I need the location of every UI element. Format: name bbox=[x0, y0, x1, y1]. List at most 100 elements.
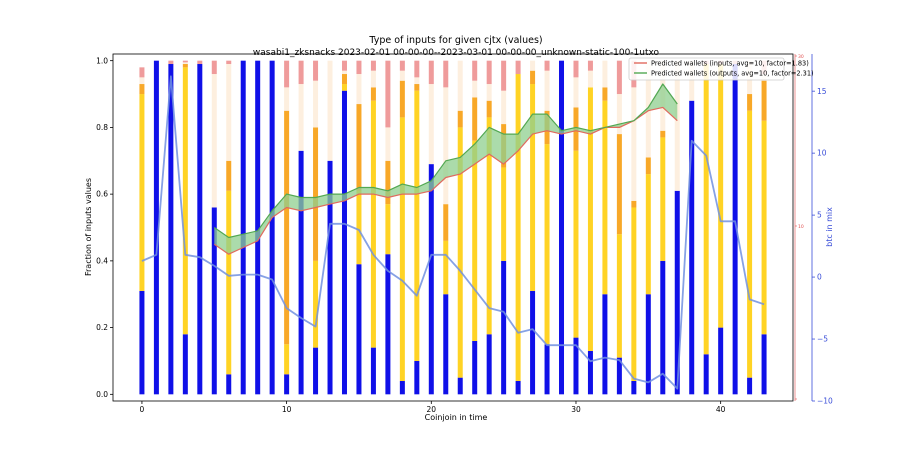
bar-segment bbox=[486, 117, 492, 335]
bar-segment bbox=[226, 64, 232, 161]
bar-segment bbox=[544, 70, 550, 111]
bar-outline bbox=[139, 61, 144, 291]
bar-full bbox=[240, 60, 246, 395]
y-tick-label: 1.0 bbox=[96, 56, 108, 65]
bar-segment bbox=[515, 380, 521, 395]
bar-segment bbox=[732, 64, 738, 395]
bar-segment bbox=[616, 234, 622, 358]
bar-segment bbox=[457, 60, 463, 111]
bar-segment bbox=[414, 60, 420, 78]
bar-segment bbox=[414, 360, 420, 395]
bar-segment bbox=[414, 90, 420, 361]
bar-segment bbox=[530, 84, 536, 291]
bar-segment bbox=[486, 84, 492, 101]
bar-segment bbox=[356, 104, 362, 191]
bar-segment bbox=[399, 117, 405, 381]
bar-segment bbox=[182, 60, 188, 63]
bar-segment bbox=[689, 60, 695, 101]
bar-segment bbox=[631, 380, 637, 395]
bar-segment bbox=[197, 64, 203, 395]
bar-segment bbox=[501, 60, 507, 91]
bar-full bbox=[269, 60, 275, 395]
bar-segment bbox=[587, 350, 593, 395]
y2-tick-label: 10 bbox=[817, 149, 827, 158]
bar-segment bbox=[645, 157, 651, 175]
bar-outline bbox=[617, 61, 622, 358]
bar-segment bbox=[631, 207, 637, 381]
bar-segment bbox=[515, 74, 521, 381]
bar-segment bbox=[370, 347, 376, 395]
bar-segment bbox=[544, 344, 550, 395]
bar-full bbox=[153, 60, 159, 395]
bar-segment bbox=[631, 87, 637, 201]
legend-box bbox=[628, 57, 785, 81]
bar-segment bbox=[501, 90, 507, 125]
bar-segment bbox=[399, 70, 405, 81]
bar-segment bbox=[298, 84, 304, 151]
bar-outline bbox=[168, 61, 173, 64]
bar-segment bbox=[313, 347, 319, 395]
bar-outline bbox=[646, 61, 651, 295]
bar-segment bbox=[616, 134, 622, 235]
bar-segment bbox=[703, 64, 709, 355]
bar-segment bbox=[660, 137, 666, 261]
bar-segment bbox=[385, 204, 391, 255]
bar-outline bbox=[385, 61, 390, 255]
bar-segment bbox=[602, 87, 608, 101]
prediction-band bbox=[214, 84, 678, 255]
bar-segment bbox=[443, 294, 449, 395]
bar-segment bbox=[515, 60, 521, 75]
bar-segment bbox=[385, 127, 391, 161]
bar-segment bbox=[385, 60, 391, 128]
outputs-line bbox=[213, 83, 678, 239]
y3-tick-label: 30 bbox=[798, 54, 804, 60]
bar-segment bbox=[327, 60, 333, 161]
bar-outline bbox=[718, 61, 723, 328]
bar-segment bbox=[428, 84, 434, 165]
bar-segment bbox=[573, 77, 579, 108]
bar-segment bbox=[761, 80, 767, 121]
bar-segment bbox=[457, 127, 463, 378]
bar-segment bbox=[530, 60, 536, 71]
bar-segment bbox=[226, 60, 232, 65]
legend-inputs-label: Predicted wallets (inputs, avg=10, facto… bbox=[651, 60, 809, 68]
bar-segment bbox=[211, 207, 217, 395]
bar-segment bbox=[414, 84, 420, 91]
bar-outline bbox=[429, 61, 434, 164]
btc-in-mix-line bbox=[141, 75, 765, 390]
bar-segment bbox=[718, 64, 724, 328]
bar-segment bbox=[385, 160, 391, 205]
bar-segment bbox=[428, 60, 434, 85]
y2-tick-label: −10 bbox=[817, 397, 833, 406]
bar-segment bbox=[284, 87, 290, 111]
y-tick-label: 0.6 bbox=[96, 190, 108, 199]
bar-segment bbox=[573, 337, 579, 395]
bar-outline bbox=[631, 61, 636, 381]
bar-segment bbox=[616, 60, 622, 95]
bar-segment bbox=[226, 190, 232, 375]
bar-segment bbox=[284, 60, 290, 88]
y2-axis-label: btc in mix bbox=[825, 207, 834, 247]
bar-segment bbox=[370, 60, 376, 71]
bar-segment bbox=[341, 70, 347, 75]
bar-segment bbox=[211, 60, 217, 75]
bar-segment bbox=[689, 100, 695, 395]
bar-outline bbox=[588, 61, 593, 351]
bar-segment bbox=[631, 200, 637, 208]
y2-tick-label: 15 bbox=[817, 87, 827, 96]
bar-outline bbox=[704, 61, 709, 355]
bar-segment bbox=[211, 74, 217, 208]
bar-outline bbox=[414, 61, 419, 361]
bar-full bbox=[559, 60, 565, 395]
bar-segment bbox=[313, 60, 319, 81]
bar-segment bbox=[703, 354, 709, 395]
bar-segment bbox=[284, 110, 290, 345]
bar-segment bbox=[602, 60, 608, 88]
bar-outline bbox=[400, 61, 405, 381]
bar-segment bbox=[747, 110, 753, 378]
bar-segment bbox=[443, 240, 449, 295]
bar-segment bbox=[544, 60, 550, 71]
bar-segment bbox=[501, 260, 507, 395]
y-axis-label: Fraction of inputs values bbox=[84, 178, 93, 276]
bar-segment bbox=[761, 120, 767, 335]
